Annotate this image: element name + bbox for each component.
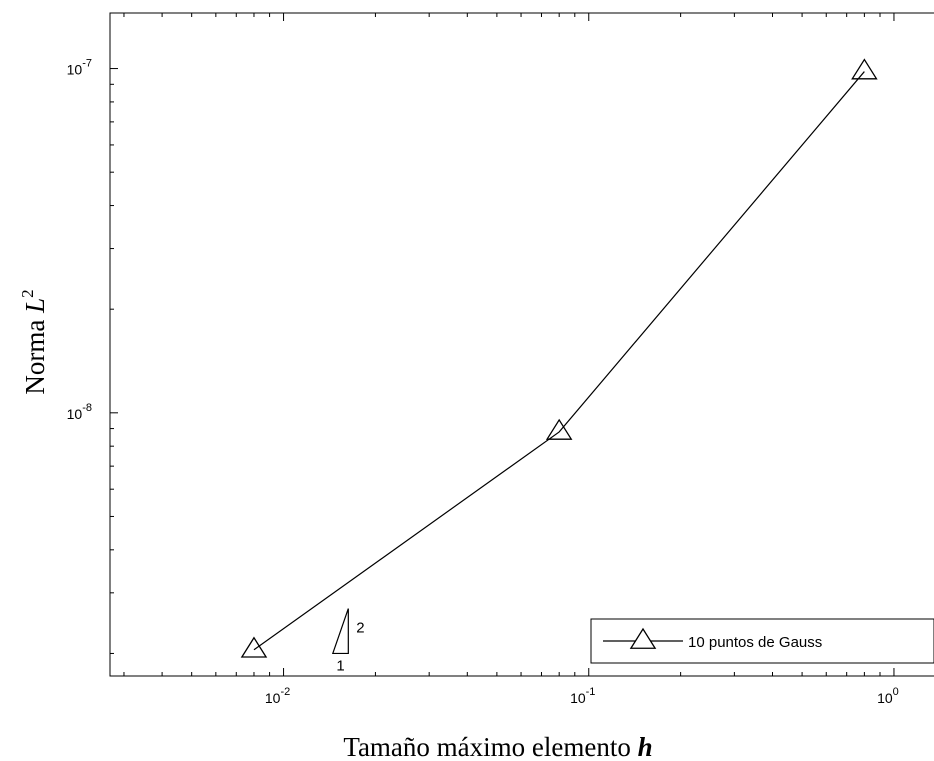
legend-label: 10 puntos de Gauss: [688, 634, 822, 651]
axis-ticks: [110, 13, 895, 676]
legend-marker-triangle: [629, 627, 657, 649]
plot-frame: [109, 12, 934, 677]
x-tick-label: 10-1: [570, 686, 595, 706]
slope-rise-label: 2: [356, 620, 364, 637]
slope-run-label: 1: [336, 657, 344, 674]
x-tick-label: 10-2: [265, 686, 290, 706]
data-point-triangle: [851, 58, 878, 80]
legend: 10 puntos de Gauss: [590, 618, 934, 664]
y-tick-label: 10-8: [67, 402, 92, 422]
y-axis-title: Norma L2: [18, 289, 50, 394]
series-group: [240, 58, 878, 658]
data-point-triangle: [240, 636, 268, 658]
series-line: [253, 71, 865, 651]
slope-triangle: 12: [331, 608, 365, 674]
x-tick-label: 100: [877, 686, 899, 706]
tick-labels: 10-2 10-1 100 10-8 10-7: [67, 58, 899, 706]
x-axis-title: Tamaño máximo elemento h: [343, 732, 652, 761]
slope-triangle-shape: [331, 608, 349, 655]
y-tick-label: 10-7: [67, 58, 92, 78]
data-point-triangle: [545, 418, 573, 440]
